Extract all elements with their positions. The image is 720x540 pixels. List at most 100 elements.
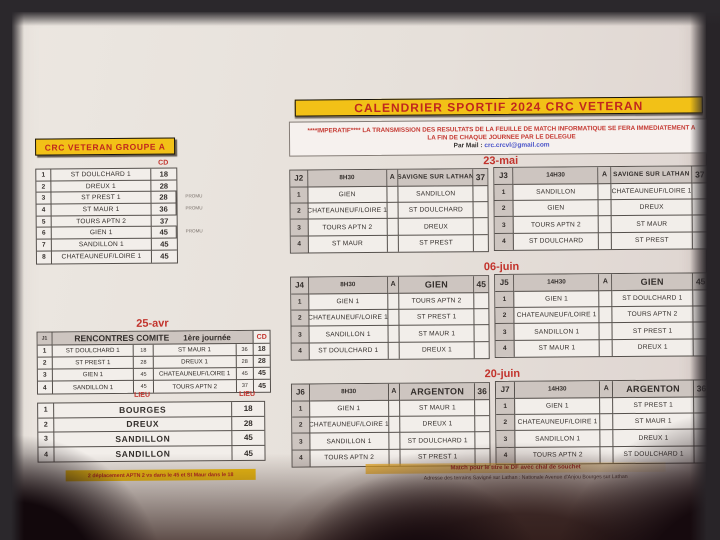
- away-team: ST PREST: [399, 234, 475, 252]
- match-time: 14H30: [515, 381, 601, 399]
- away-team: ST MAUR: [611, 215, 693, 233]
- score-cell: [475, 432, 490, 449]
- away-team: DREUX 1: [153, 356, 237, 369]
- score-cell: [475, 399, 490, 417]
- away-team: ST PREST 1: [612, 322, 694, 340]
- mail-line: Par Mail : crc.crcvl@gmail.com: [454, 142, 550, 150]
- lieu-table: 1 BOURGES 18 2 DREUX 28 3 SANDILLON 45 4 SANDILLON…: [37, 400, 266, 464]
- venue-name: ARGENTON: [400, 383, 476, 401]
- score-cell: [474, 292, 489, 310]
- journee-code: J3: [494, 167, 514, 185]
- venue-address-note: Adresse des terrains Savigné sur Lathan …: [423, 473, 628, 482]
- home-team: GIEN 1: [515, 398, 601, 415]
- middle-cell: [599, 339, 613, 357]
- home-team: ST MAUR: [308, 235, 388, 253]
- promu-note: PROMU: [185, 228, 203, 234]
- groupe-a-title: CRC VETERAN GROUPE A: [44, 141, 166, 153]
- rank-number: 3: [36, 192, 52, 205]
- imperatif-text: ****IMPERATIF**** LA TRANSMISSION DES RE…: [307, 124, 696, 142]
- middle-cell: [599, 307, 613, 324]
- match-row: 3 TOURS APTN 2 DREUX: [290, 218, 488, 237]
- middle-cell: [387, 309, 400, 327]
- city-name: SANDILLON: [54, 445, 233, 462]
- match-time: 8H30: [307, 169, 387, 188]
- home-team: ST DOULCHARD 1: [309, 342, 389, 360]
- venue-name: SAVIGNE SUR LATHAN: [611, 166, 693, 184]
- j1-subtitle: 1ère journée: [183, 332, 231, 342]
- home-team: SANDILLON 1: [310, 433, 389, 451]
- match-number: 4: [290, 236, 309, 253]
- match-time: 8H30: [308, 276, 388, 295]
- match-number: 4: [291, 343, 310, 360]
- match-row: 2 CHATEAUNEUF/LOIRE 1 ST DOULCHARD: [290, 202, 488, 221]
- score-cell: [694, 413, 710, 430]
- venue-name: GIEN: [612, 273, 694, 291]
- score-cell: [692, 183, 708, 200]
- team-name: ST MAUR 1: [51, 203, 152, 217]
- match-time: 8H30: [309, 383, 389, 402]
- match-row: 1 GIEN 1 ST PREST 1: [496, 397, 710, 416]
- away-team: ST PREST: [611, 232, 693, 250]
- match-number: 4: [496, 447, 516, 465]
- city-name: DREUX: [54, 416, 233, 433]
- middle-cell: [388, 433, 401, 450]
- match-row: 1 GIEN 1 ST DOULCHARD 1: [495, 290, 709, 309]
- score-cell: [693, 322, 709, 340]
- side-letter: A: [386, 169, 399, 187]
- score-cell: [694, 339, 709, 355]
- rank-number: 1: [36, 169, 52, 182]
- paper-sheet: CRC VETERAN GROUPE A CD 1 ST DOULCHARD 1 1…: [12, 12, 715, 540]
- match-number: 4: [292, 450, 311, 467]
- match-table-header: J6 8H30 A ARGENTON 36: [291, 383, 490, 402]
- journee-code: J4: [291, 277, 309, 295]
- cd-column-label: CD: [253, 330, 270, 344]
- cd-number: 45: [151, 238, 177, 251]
- venue-dept-number: 45: [474, 276, 489, 293]
- home-team: GIEN: [513, 200, 599, 218]
- away-team: DREUX: [611, 199, 693, 217]
- middle-cell: [387, 235, 400, 252]
- home-team: GIEN 1: [514, 291, 600, 308]
- document-title: CALENDRIER SPORTIF 2024 CRC VETERAN: [354, 98, 644, 115]
- home-team: SANDILLON 1: [515, 430, 601, 448]
- journee-code: J2: [290, 170, 309, 188]
- lieu-label-right: LIEU: [239, 390, 256, 399]
- match-row: 2 CHATEAUNEUF/LOIRE 1 ST PREST 1: [291, 309, 489, 328]
- score-cell: [475, 416, 490, 433]
- match-number: 1: [495, 291, 515, 309]
- journee-code: J6: [291, 384, 310, 402]
- match-row: 2 GIEN DREUX: [494, 199, 708, 218]
- score-cell: [692, 215, 708, 233]
- match-number: 3: [37, 369, 53, 382]
- match-table-header: J2 8H30 A SAVIGNE SUR LATHAN 37: [290, 169, 488, 188]
- cd-number: 28: [151, 180, 177, 193]
- match-number: 3: [290, 219, 309, 237]
- city-name: BOURGES: [54, 402, 233, 419]
- match-table-header: J3 14H30 A SAVIGNE SUR LATHAN 37: [494, 166, 708, 185]
- journee-7-table: J7 14H30 A ARGENTON 36 1 GIEN 1 ST PREST 1 2 CHAT…: [494, 379, 711, 466]
- match-row: 4 ST MAUR 1 DREUX 1: [495, 339, 709, 358]
- middle-cell: [387, 202, 399, 220]
- imperatif-notice-box: ****IMPERATIF**** LA TRANSMISSION DES RE…: [288, 118, 715, 157]
- row-number: 4: [38, 447, 55, 462]
- score-cell: [693, 306, 709, 323]
- row-number: 2: [38, 418, 55, 433]
- away-team: ST MAUR 1: [400, 399, 476, 417]
- journee-code: J7: [495, 381, 516, 399]
- team-name: DREUX 1: [51, 180, 152, 193]
- team-name: CHATEAUNEUF/LOIRE 1: [51, 250, 152, 264]
- match-number: 2: [495, 307, 515, 325]
- away-team: TOURS APTN 2: [399, 292, 475, 310]
- away-cd: 45: [236, 367, 255, 381]
- match-number: 2: [292, 417, 311, 435]
- journee-2-table: J2 8H30 A SAVIGNE SUR LATHAN 37 1 GIEN SANDILLO…: [289, 168, 489, 254]
- lieu-cd: 45: [254, 367, 270, 380]
- venue-dept-number: 37: [692, 166, 708, 184]
- side-letter: A: [387, 276, 400, 294]
- match-row: 1 GIEN 1 ST MAUR 1: [292, 399, 490, 418]
- date-label-25-avr: 25-avr: [136, 317, 169, 330]
- middle-cell: [388, 342, 401, 359]
- match-number: 2: [290, 203, 309, 221]
- away-team: DREUX 1: [612, 339, 694, 357]
